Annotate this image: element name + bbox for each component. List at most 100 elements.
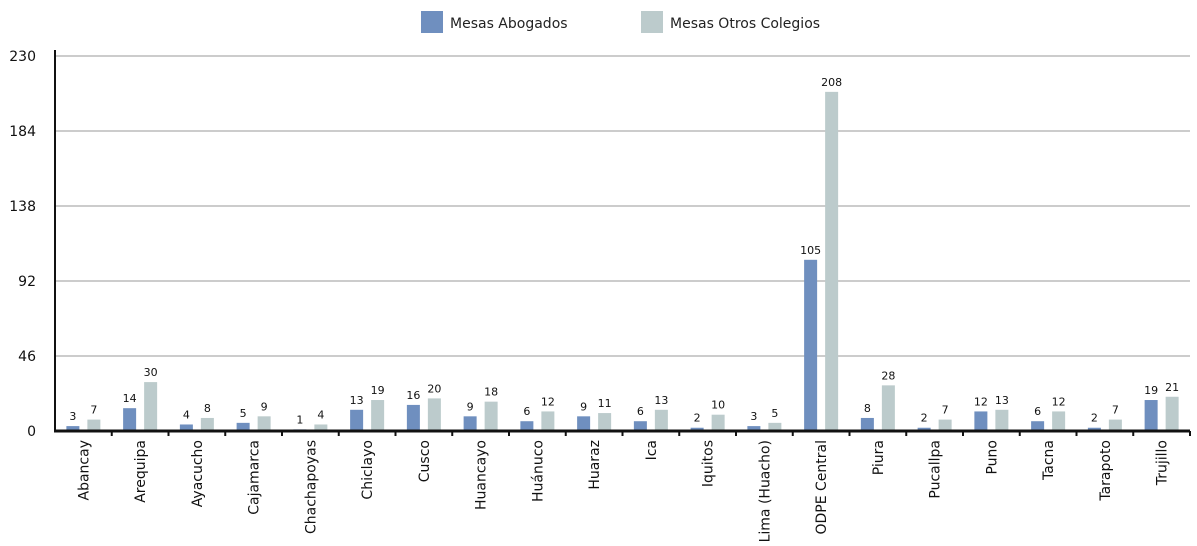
bar-abogados-17 (974, 411, 988, 431)
category-label-18: Tacna (1041, 440, 1057, 481)
category-label-13: Lima (Huacho) (757, 440, 773, 542)
category-label-2: Arequipa (133, 440, 149, 503)
bar-otros-11 (654, 409, 668, 431)
data-label-otros-10: 11 (598, 397, 612, 410)
legend-swatch-1 (421, 11, 443, 33)
data-label-abogados-16: 2 (921, 412, 928, 425)
data-label-otros-6: 19 (371, 384, 385, 397)
legend-label-2: Mesas Otros Colegios (670, 16, 820, 32)
bar-otros-4 (257, 416, 271, 431)
bars (66, 91, 1179, 431)
category-label-19: Tarapoto (1098, 440, 1114, 502)
bar-otros-20 (1165, 396, 1179, 431)
data-label-otros-11: 13 (654, 394, 668, 407)
data-label-abogados-4: 5 (240, 407, 247, 420)
category-label-12: Iquitos (701, 440, 717, 487)
bar-otros-15 (881, 385, 895, 431)
data-label-abogados-5: 1 (296, 413, 303, 426)
data-label-abogados-9: 6 (523, 405, 530, 418)
data-label-otros-4: 9 (261, 400, 268, 413)
legend-swatch-2 (641, 11, 663, 33)
bar-abogados-2 (123, 408, 137, 431)
category-labels: Abancay Arequipa Ayacucho Cajamarca Chachapo… (76, 440, 1170, 542)
data-label-abogados-10: 9 (580, 400, 587, 413)
bar-otros-1 (87, 419, 101, 431)
x-axis (54, 50, 1191, 436)
data-label-abogados-2: 14 (123, 392, 137, 405)
chart-legend: Mesas Abogados Mesas Otros Colegios (421, 11, 820, 33)
y-tick-label-0: 0 (27, 424, 36, 440)
bar-otros-18 (1052, 411, 1066, 431)
data-label-otros-3: 8 (204, 402, 211, 415)
category-label-5: Chachapoyas (303, 440, 319, 534)
bar-abogados-4 (236, 422, 250, 431)
bar-otros-10 (598, 413, 612, 431)
bar-otros-3 (200, 417, 214, 431)
y-tick-label-138: 138 (9, 199, 36, 215)
data-label-abogados-18: 6 (1034, 405, 1041, 418)
bar-otros-7 (427, 398, 441, 431)
category-label-7: Cusco (417, 440, 433, 482)
bar-otros-12 (711, 414, 725, 431)
data-label-otros-7: 20 (427, 382, 441, 395)
data-label-abogados-6: 13 (350, 394, 364, 407)
bar-otros-16 (938, 419, 952, 431)
category-label-16: Pucallpa (928, 440, 944, 499)
data-label-otros-18: 12 (1052, 395, 1066, 408)
y-tick-label-46: 46 (18, 349, 36, 365)
category-label-4: Cajamarca (247, 440, 263, 515)
bar-abogados-15 (860, 417, 874, 431)
category-label-11: Ica (644, 440, 660, 460)
bar-abogados-7 (406, 404, 420, 431)
bar-abogados-10 (577, 416, 591, 431)
data-label-abogados-1: 3 (69, 410, 76, 423)
y-tick-label-92: 92 (18, 274, 36, 290)
bar-abogados-11 (633, 421, 647, 431)
category-label-10: Huaraz (587, 440, 603, 490)
bar-abogados-13 (747, 426, 761, 431)
bar-otros-9 (541, 411, 555, 431)
bar-abogados-9 (520, 421, 534, 431)
bar-abogados-20 (1144, 400, 1158, 431)
category-label-3: Ayacucho (190, 440, 206, 507)
data-label-otros-2: 30 (144, 366, 158, 379)
bar-otros-5 (314, 424, 328, 431)
category-label-15: Piura (871, 440, 887, 475)
data-label-otros-15: 28 (881, 369, 895, 382)
data-label-abogados-13: 3 (750, 410, 757, 423)
data-label-abogados-8: 9 (467, 400, 474, 413)
data-label-otros-1: 7 (90, 404, 97, 417)
bar-otros-6 (371, 400, 385, 431)
data-label-abogados-3: 4 (183, 408, 190, 421)
bar-abogados-14 (804, 259, 818, 431)
data-label-otros-20: 21 (1165, 381, 1179, 394)
data-label-abogados-7: 16 (406, 389, 420, 402)
bar-abogados-3 (179, 424, 193, 431)
gridlines (55, 55, 1190, 357)
data-label-otros-13: 5 (771, 407, 778, 420)
data-label-abogados-19: 2 (1091, 412, 1098, 425)
bar-otros-13 (768, 422, 782, 431)
data-label-otros-12: 10 (711, 399, 725, 412)
bar-otros-8 (484, 401, 498, 431)
data-label-abogados-20: 19 (1144, 384, 1158, 397)
y-tick-label-184: 184 (9, 124, 36, 140)
data-label-abogados-17: 12 (974, 395, 988, 408)
data-label-abogados-11: 6 (637, 405, 644, 418)
y-tick-label-230: 230 (9, 49, 36, 65)
bar-otros-17 (995, 409, 1009, 431)
bar-otros-2 (144, 382, 158, 431)
data-label-otros-8: 18 (484, 386, 498, 399)
data-label-otros-14: 208 (821, 76, 842, 89)
data-label-abogados-14: 105 (800, 244, 821, 257)
data-label-otros-5: 4 (317, 408, 324, 421)
bar-abogados-8 (463, 416, 477, 431)
bar-abogados-18 (1031, 421, 1045, 431)
category-label-1: Abancay (76, 440, 92, 500)
y-axis-ticks: 0 46 92 138 184 230 (9, 49, 36, 440)
category-label-6: Chiclayo (360, 440, 376, 500)
data-label-otros-9: 12 (541, 395, 555, 408)
category-label-8: Huancayo (474, 440, 490, 510)
data-label-abogados-15: 8 (864, 402, 871, 415)
